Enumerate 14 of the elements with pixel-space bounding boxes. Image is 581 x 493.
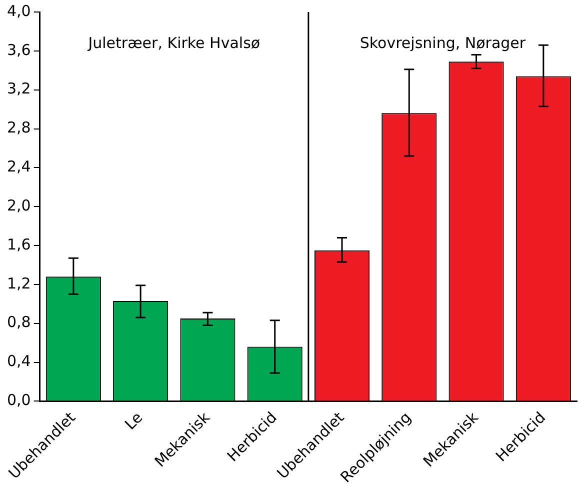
y-tick-label: 0,0 xyxy=(6,391,31,410)
y-tick-label: 4,0 xyxy=(6,2,31,20)
y-tick-label: 2,0 xyxy=(6,196,31,214)
annotation: Juletræer, Kirke Hvalsø xyxy=(87,34,260,52)
annotation: Skovrejsning, Nørager xyxy=(360,34,526,52)
x-tick-label: Le xyxy=(121,408,146,434)
y-tick-label: 1,6 xyxy=(6,235,31,254)
y-tick-label: 3,2 xyxy=(6,80,31,98)
y-tick-label: 2,8 xyxy=(6,118,31,137)
y-tick-label: 0,8 xyxy=(6,313,31,332)
y-tick-label: 2,4 xyxy=(6,158,31,176)
y-tick-label: 3,6 xyxy=(6,40,31,59)
y-tick-label: 1,2 xyxy=(6,274,31,292)
y-tick-label: 0,4 xyxy=(6,352,31,370)
